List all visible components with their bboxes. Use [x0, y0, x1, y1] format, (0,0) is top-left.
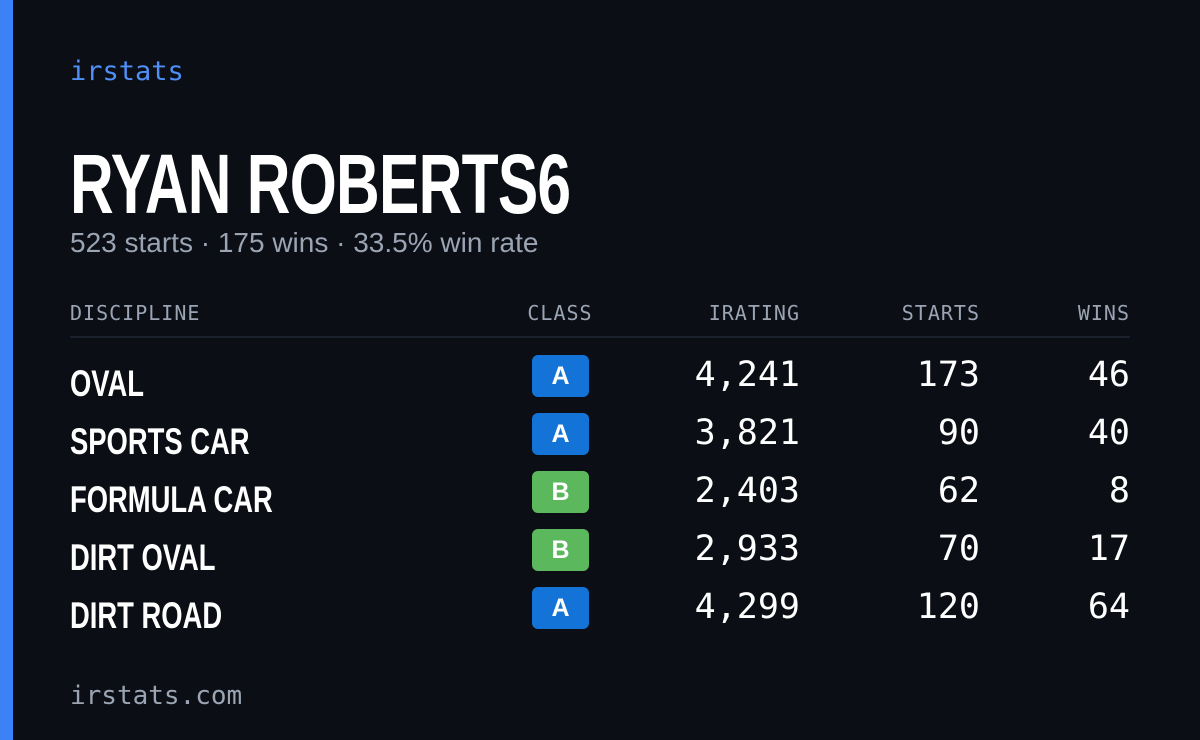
discipline: OVAL: [70, 363, 145, 404]
discipline: DIRT ROAD: [70, 595, 223, 636]
wins: 46: [1087, 355, 1130, 395]
starts: 62: [937, 471, 980, 511]
wins: 40: [1087, 413, 1130, 453]
class-badge: A: [532, 355, 589, 397]
discipline: SPORTS CAR: [70, 421, 250, 462]
wins: 64: [1087, 587, 1130, 627]
irating: 2,403: [694, 471, 800, 511]
starts: 173: [916, 355, 980, 395]
accent-bar: [0, 0, 13, 740]
class-badge: A: [532, 587, 589, 629]
discipline: DIRT OVAL: [70, 537, 216, 578]
starts: 120: [916, 587, 980, 627]
header-rule: [70, 336, 1130, 338]
driver-summary: 523 starts · 175 wins · 33.5% win rate: [70, 227, 539, 258]
wins: 8: [1108, 471, 1130, 511]
discipline: FORMULA CAR: [70, 479, 273, 520]
column-header: IRATING: [708, 301, 800, 325]
driver-name: RYAN ROBERTS6: [70, 137, 571, 231]
column-header: DISCIPLINE: [70, 301, 201, 325]
starts: 90: [937, 413, 980, 453]
column-header: STARTS: [901, 301, 980, 325]
column-header: CLASS: [527, 301, 593, 325]
class-badge: B: [532, 529, 589, 571]
class-badge: A: [532, 413, 589, 455]
irating: 4,241: [694, 355, 800, 395]
footer: irstats.com: [70, 681, 243, 711]
irating: 4,299: [694, 587, 800, 627]
column-header: WINS: [1077, 301, 1130, 325]
irating: 2,933: [694, 529, 800, 569]
irating: 3,821: [694, 413, 800, 453]
brand: irstats: [70, 56, 184, 87]
class-badge: B: [532, 471, 589, 513]
wins: 17: [1087, 529, 1130, 569]
starts: 70: [937, 529, 980, 569]
